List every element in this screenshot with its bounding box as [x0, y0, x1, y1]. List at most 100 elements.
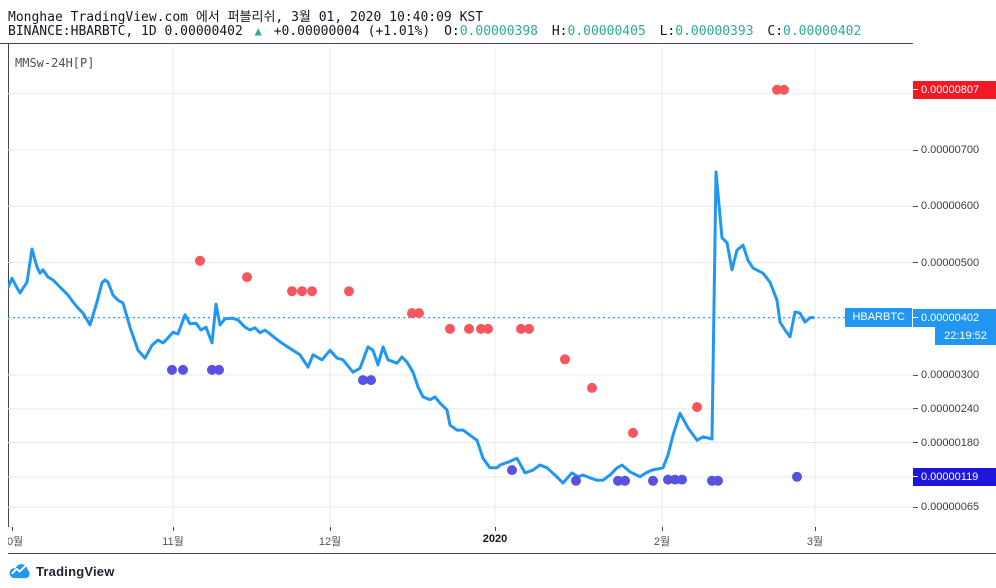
price-chart[interactable]	[8, 47, 913, 527]
price-axis-value: 0.00000180	[921, 436, 980, 449]
time-axis-tick	[495, 527, 496, 531]
mmsw-dot-blue	[507, 465, 517, 476]
price-axis-label: 0.00000240	[913, 400, 996, 418]
symbol-info-line: BINANCE:HBARBTC, 1D 0.00000402 ▲ +0.0000…	[8, 24, 861, 39]
price-axis-label: 0.00000500	[913, 254, 996, 272]
mmsw-dot-red	[483, 323, 493, 334]
price-axis-value: 0.00000700	[921, 144, 980, 156]
time-axis-tick	[662, 527, 663, 531]
mmsw-dot-red	[464, 323, 474, 334]
mmsw-dot-red	[524, 323, 534, 334]
mmsw-dot-red	[516, 323, 526, 334]
axis-tick	[913, 149, 918, 151]
bar-countdown-badge: 22:19:52	[935, 327, 996, 346]
price-axis-value: 0.00000240	[921, 402, 980, 415]
mmsw-dot-red	[307, 286, 317, 297]
time-axis-tick	[173, 527, 174, 531]
mmsw-dot-red	[772, 84, 782, 95]
mmsw-dot-red	[414, 308, 424, 319]
time-axis-label: 12월	[318, 536, 342, 548]
close-value: 0.00000402	[783, 24, 862, 39]
series-name-badge: HBARBTC	[845, 308, 912, 328]
mmsw-dot-red	[242, 272, 252, 283]
low-label: L:	[659, 24, 676, 39]
mmsw-dot-blue	[670, 474, 680, 485]
tradingview-logo[interactable]: TradingView	[8, 559, 115, 583]
time-axis-tick	[330, 527, 331, 531]
mmsw-dot-red	[779, 84, 789, 95]
price-axis-value: 0.00000065	[921, 501, 980, 514]
price-axis-badge: 0.00000119	[913, 467, 996, 486]
price-axis-label: 0.00000300	[913, 366, 996, 384]
mmsw-dot-blue	[178, 364, 188, 375]
price-axis-label: 0.00000700	[913, 141, 996, 159]
price-axis-value: 0.00000600	[921, 200, 980, 213]
mmsw-dot-red	[692, 402, 702, 413]
price-axis-label: 0.00000180	[913, 434, 996, 452]
symbol-ohlc-last: BINANCE:HBARBTC, 1D 0.00000402	[8, 24, 243, 39]
price-axis-value: 0.00000300	[921, 369, 980, 381]
mmsw-dot-blue	[620, 475, 630, 486]
price-axis-badge: 0.00000402	[913, 308, 996, 327]
mmsw-dot-blue	[167, 364, 177, 375]
price-up-arrow-icon: ▲	[254, 24, 262, 38]
mmsw-dot-red	[287, 286, 297, 297]
axis-tick	[913, 374, 918, 376]
price-line-series	[8, 170, 815, 485]
mmsw-dot-blue	[613, 475, 623, 486]
header-divider	[0, 43, 996, 44]
mmsw-dot-red	[476, 323, 486, 334]
axis-tick	[913, 476, 918, 478]
chart-canvas[interactable]: MMSw-24H[P] HBARBTC	[8, 47, 913, 527]
time-axis[interactable]: 10월 11월 12월 2020 2월 3월	[8, 527, 913, 553]
price-axis-value: 0.00000402	[921, 311, 980, 324]
axis-tick	[913, 317, 918, 319]
axis-tick	[913, 506, 918, 508]
mmsw-dot-blue	[207, 364, 217, 375]
mmsw-dot-blue	[792, 471, 802, 482]
time-axis-label: 2020	[482, 533, 508, 545]
time-axis-tick	[815, 527, 816, 531]
mmsw-dot-blue	[677, 474, 687, 485]
price-axis[interactable]: 0.00000807 0.00000700 0.00000600 0.00000500…	[913, 43, 996, 553]
mmsw-dot-blue	[358, 375, 368, 386]
mmsw-dot-blue	[366, 375, 376, 386]
time-axis-tick	[12, 527, 13, 531]
mmsw-dot-red	[628, 427, 638, 438]
time-axis-label: 2월	[653, 536, 671, 548]
mmsw-dot-red	[344, 286, 354, 297]
mmsw-dot-red	[560, 354, 570, 365]
axis-tick	[913, 262, 918, 263]
high-value: 0.00000405	[567, 24, 646, 39]
axis-bottom-border	[8, 553, 996, 554]
indicator-label[interactable]: MMSw-24H[P]	[15, 56, 95, 70]
mmsw-dot-blue	[663, 474, 673, 485]
axis-tick	[913, 442, 918, 443]
mmsw-dot-blue	[713, 475, 723, 486]
mmsw-dot-red	[587, 382, 597, 393]
high-label: H:	[551, 24, 568, 39]
mmsw-dot-red	[195, 255, 205, 266]
tradingview-cloud-icon	[9, 564, 30, 579]
publish-info: Monghae TradingView.com 에서 퍼블리쉬, 3월 01, …	[8, 10, 484, 25]
low-value: 0.00000393	[675, 24, 754, 39]
price-axis-badge: 0.00000807	[913, 80, 996, 99]
open-value: 0.00000398	[459, 24, 539, 39]
axis-tick	[913, 89, 918, 91]
time-axis-label: 3월	[806, 536, 824, 548]
tradingview-logo-text: TradingView	[36, 563, 115, 579]
price-axis-label: 0.00000600	[913, 197, 996, 215]
price-change: +0.00000004 (+1.01%)	[273, 24, 431, 39]
axis-tick	[913, 408, 918, 410]
price-axis-value: 0.00000119	[921, 470, 979, 483]
price-axis-value: 0.00000500	[921, 256, 980, 269]
axis-tick	[913, 205, 918, 207]
price-axis-label: 0.00000065	[913, 498, 996, 516]
time-axis-label: 11월	[162, 536, 184, 548]
mmsw-dot-blue	[648, 475, 658, 486]
mmsw-dot-blue	[214, 364, 224, 375]
open-label: O:	[444, 24, 460, 39]
price-axis-value: 0.00000807	[921, 83, 980, 96]
mmsw-dot-blue	[571, 475, 581, 486]
